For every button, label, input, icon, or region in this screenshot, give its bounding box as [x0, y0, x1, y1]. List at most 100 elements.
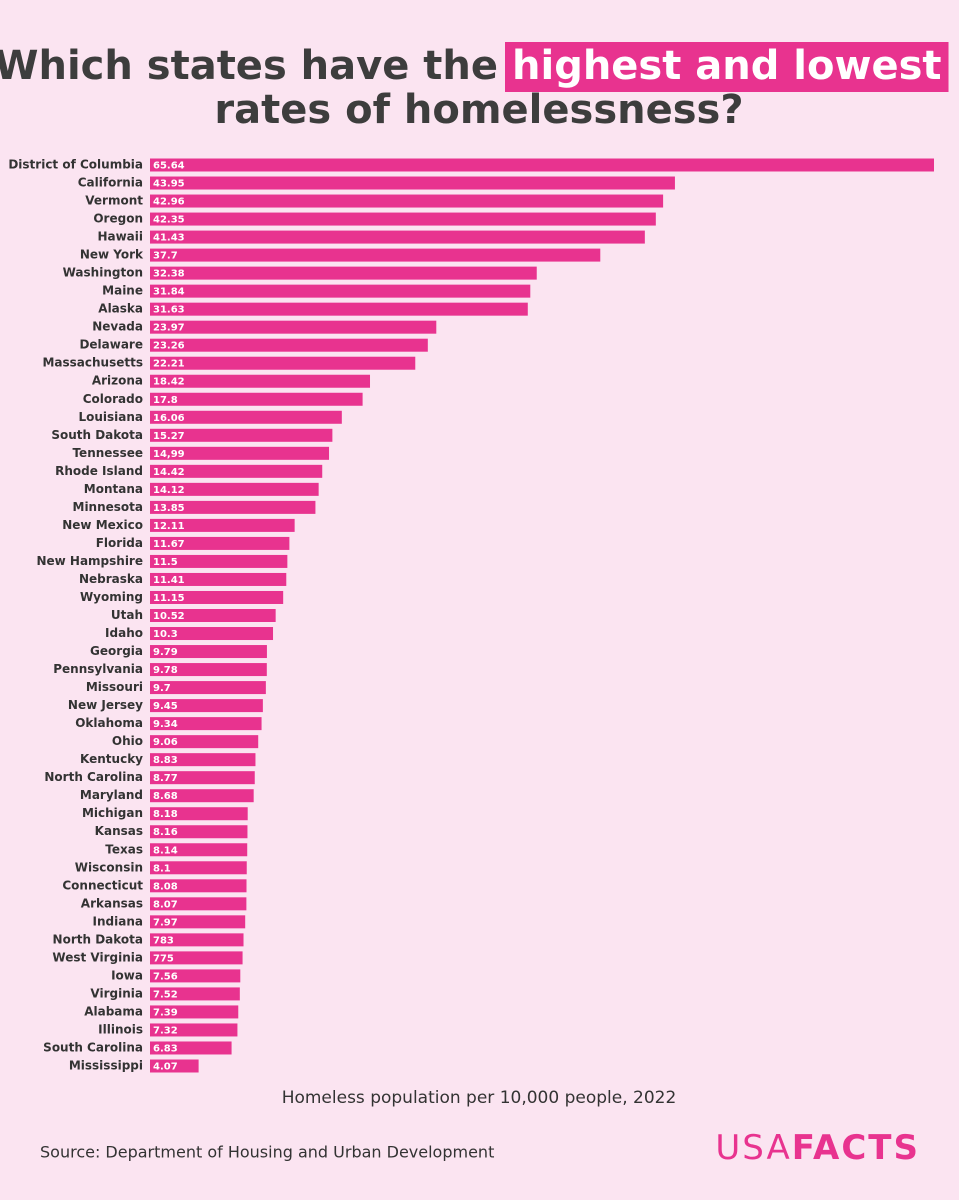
value-label: 10.52: [153, 611, 185, 622]
chart-title: Which states have the: [0, 43, 498, 89]
bar: [150, 284, 531, 298]
bar: [150, 266, 537, 280]
category-label: Illinois: [98, 1022, 143, 1036]
bar: [150, 428, 333, 442]
bar: [150, 230, 645, 244]
category-label: North Carolina: [44, 770, 143, 784]
bar: [150, 753, 256, 767]
bar: [150, 915, 246, 929]
value-label: 4.07: [153, 1062, 178, 1073]
bar: [150, 663, 267, 677]
category-label: Utah: [111, 608, 143, 622]
category-label: Kentucky: [80, 752, 143, 766]
value-label: 14,99: [153, 449, 185, 460]
bar: [150, 356, 416, 370]
value-label: 11.41: [153, 575, 185, 586]
category-label: Maryland: [80, 788, 143, 802]
value-label: 31.63: [153, 305, 185, 316]
value-label: 42.96: [153, 197, 185, 208]
category-label: North Dakota: [53, 932, 143, 946]
value-label: 65.64: [153, 161, 185, 172]
category-label: Wyoming: [80, 590, 143, 604]
logo-bold: FACTS: [792, 1128, 920, 1168]
category-label: Montana: [84, 482, 143, 496]
value-label: 17.8: [153, 395, 178, 406]
value-label: 11.5: [153, 557, 178, 568]
bar: [150, 699, 263, 713]
category-label: Hawaii: [97, 230, 143, 244]
category-label: Washington: [63, 266, 143, 280]
bar: [150, 590, 284, 604]
category-label: Massachusetts: [42, 356, 143, 370]
x-axis-label: Homeless population per 10,000 people, 2…: [282, 1088, 677, 1108]
source: Source: Department of Housing and Urban …: [40, 1143, 494, 1162]
bar: [150, 789, 254, 803]
bar: [150, 158, 934, 172]
bar: [150, 1059, 199, 1073]
category-label: Texas: [105, 842, 143, 856]
category-label: Vermont: [85, 194, 143, 208]
bar: [150, 248, 601, 262]
category-label: Minnesota: [73, 500, 144, 514]
bar: [150, 609, 276, 622]
bar: [150, 807, 248, 821]
bar: [150, 1023, 238, 1037]
value-label: 7.32: [153, 1025, 178, 1036]
chart-title: rates of homelessness?: [214, 87, 743, 133]
value-label: 41.43: [153, 233, 185, 244]
value-label: 775: [153, 953, 174, 964]
value-label: 22.21: [153, 359, 185, 370]
bar: [150, 302, 528, 316]
category-label: Iowa: [111, 968, 143, 982]
bar: [150, 464, 323, 478]
bar: [150, 176, 675, 190]
value-label: 9.7: [153, 683, 171, 694]
bar: [150, 681, 266, 695]
value-label: 7.39: [153, 1007, 178, 1018]
category-label: South Carolina: [43, 1040, 143, 1054]
category-label: Connecticut: [62, 878, 143, 892]
category-label: Florida: [96, 536, 143, 550]
value-label: 37.7: [153, 251, 178, 262]
bar: [150, 392, 363, 406]
bar: [150, 482, 319, 496]
category-label: Alabama: [84, 1004, 143, 1018]
logo: USAFACTS: [715, 1128, 920, 1168]
category-label: New York: [80, 248, 144, 262]
value-label: 9.34: [153, 719, 178, 730]
value-label: 12.11: [153, 521, 185, 532]
bar: [150, 951, 243, 965]
category-label: District of Columbia: [8, 158, 143, 172]
bar: [150, 825, 248, 839]
value-label: 9.06: [153, 737, 178, 748]
bar: [150, 879, 247, 893]
bar: [150, 933, 244, 947]
category-label: Tennessee: [72, 446, 143, 460]
value-label: 18.42: [153, 377, 185, 388]
category-label: Indiana: [93, 914, 143, 928]
bar: [150, 518, 295, 532]
bar: [150, 536, 290, 550]
value-label: 9.79: [153, 647, 178, 658]
value-label: 16.06: [153, 413, 185, 424]
category-label: West Virginia: [52, 950, 143, 964]
value-label: 8.08: [153, 881, 178, 892]
value-label: 43.95: [153, 179, 185, 190]
value-label: 14.42: [153, 467, 185, 478]
value-label: 11.15: [153, 593, 185, 604]
category-label: Virginia: [90, 986, 143, 1000]
category-label: Nevada: [92, 320, 143, 334]
value-label: 9.45: [153, 701, 178, 712]
value-label: 8.07: [153, 899, 178, 910]
value-label: 32.38: [153, 269, 185, 280]
category-label: Oklahoma: [75, 716, 143, 730]
category-label: Rhode Island: [55, 464, 143, 478]
value-label: 8.83: [153, 755, 178, 766]
bar: [150, 987, 240, 1001]
category-label: Kansas: [95, 824, 143, 838]
bar: [150, 735, 259, 749]
value-label: 8.68: [153, 791, 178, 802]
value-label: 8.77: [153, 773, 178, 784]
bar: [150, 212, 656, 226]
value-label: 15.27: [153, 431, 185, 442]
